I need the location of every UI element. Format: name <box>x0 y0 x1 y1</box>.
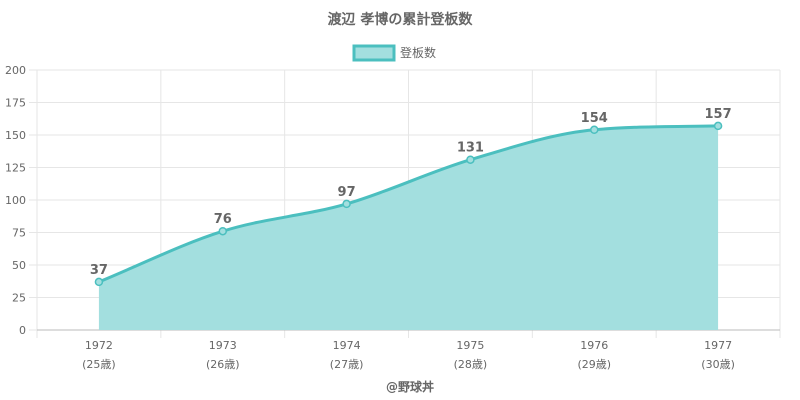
data-point <box>590 125 599 135</box>
data-label: 131 <box>457 141 484 156</box>
series <box>94 121 723 331</box>
x-tick-sublabel: (28歳) <box>454 358 488 371</box>
y-tick-label: 50 <box>12 259 26 272</box>
data-labels: 37 76 97 131 154 157 <box>90 107 732 278</box>
data-point <box>218 226 227 236</box>
legend[interactable]: 登板数 <box>352 44 436 62</box>
y-tick-label: 200 <box>5 64 26 77</box>
data-point <box>713 121 723 131</box>
data-label: 37 <box>90 263 108 278</box>
series-area <box>98 125 719 331</box>
y-axis-ticks: 0 25 50 75 100 125 150 175 200 <box>5 64 26 337</box>
y-tick-label: 175 <box>5 97 26 110</box>
data-label: 76 <box>214 212 232 227</box>
data-label: 157 <box>705 107 732 122</box>
x-tick-label: 1976 <box>580 339 608 352</box>
data-point <box>466 155 475 164</box>
data-label: 97 <box>338 185 356 200</box>
credit-label: @野球丼 <box>386 379 434 394</box>
legend-label: 登板数 <box>400 45 436 60</box>
y-tick-label: 25 <box>12 292 26 305</box>
y-tick-label: 100 <box>5 194 26 207</box>
data-label: 154 <box>581 111 608 126</box>
y-tick-label: 0 <box>19 324 26 337</box>
x-tick-label: 1973 <box>209 339 237 352</box>
data-point <box>94 277 104 287</box>
chart-title: 渡辺 孝博の累計登板数 <box>328 11 474 28</box>
x-tick-sublabel: (29歳) <box>577 358 611 371</box>
y-tick-label: 75 <box>12 227 26 240</box>
x-tick-label: 1975 <box>456 339 484 352</box>
data-point <box>342 199 351 209</box>
y-tick-label: 150 <box>5 129 26 142</box>
y-tick-label: 125 <box>5 162 26 175</box>
x-axis-ticks: 1972 (25歳) 1973 (26歳) 1974 (27歳) 1975 (28歳) 1976… <box>82 339 735 371</box>
series-line <box>98 124 719 284</box>
x-tick-label: 1974 <box>333 339 361 352</box>
x-tick-sublabel: (27歳) <box>330 358 364 371</box>
x-tick-sublabel: (30歳) <box>701 358 735 371</box>
legend-swatch <box>352 44 396 62</box>
x-tick-label: 1972 <box>85 339 113 352</box>
x-tick-sublabel: (25歳) <box>82 358 116 371</box>
x-tick-sublabel: (26歳) <box>206 358 240 371</box>
x-tick-label: 1977 <box>704 339 732 352</box>
